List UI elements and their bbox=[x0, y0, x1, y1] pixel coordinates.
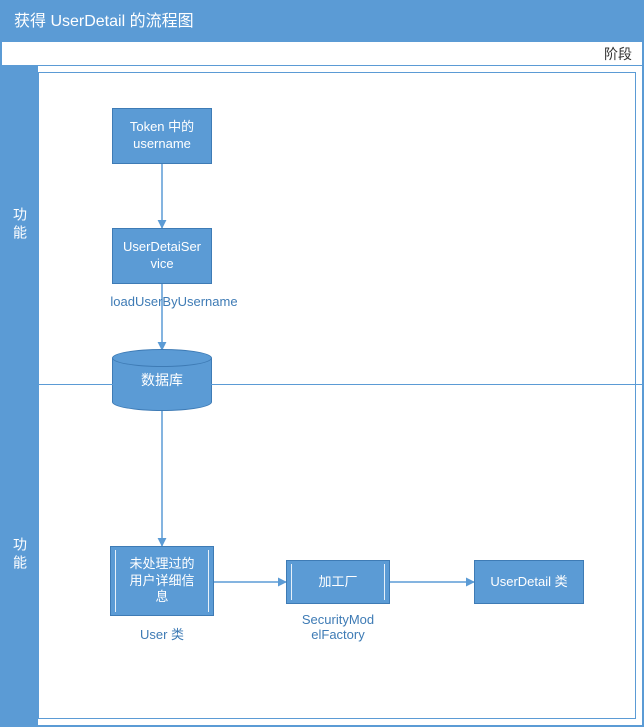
canvas: Token 中的 username UserDetaiSer vice 数据库未处理… bbox=[38, 66, 642, 725]
node-factory: 加工厂 bbox=[286, 560, 390, 604]
diagram-frame: 获得 UserDetail 的流程图 阶段 Token 中的 username U… bbox=[0, 0, 644, 727]
node-raw: 未处理过的 用户详细信 息 bbox=[110, 546, 214, 616]
node-userdetail: UserDetail 类 bbox=[474, 560, 584, 604]
title-bar: 获得 UserDetail 的流程图 bbox=[2, 2, 642, 42]
node-label: 数据库 bbox=[112, 370, 212, 390]
phase-label: 阶段 bbox=[604, 44, 632, 64]
node-db: 数据库 bbox=[112, 358, 212, 402]
swimlanes: Token 中的 username UserDetaiSer vice 数据库未处理… bbox=[2, 66, 642, 725]
phase-header: 阶段 bbox=[2, 42, 642, 66]
lane-separator bbox=[2, 384, 642, 385]
lane-label: 功能 bbox=[2, 66, 38, 384]
lane-label-text: 功能 bbox=[10, 207, 30, 243]
title-text: 获得 UserDetail 的流程图 bbox=[14, 13, 194, 30]
lane-label-text: 功能 bbox=[10, 537, 30, 573]
lane-label: 功能 bbox=[2, 384, 38, 725]
caption-uds: loadUserByUsername bbox=[94, 294, 254, 309]
caption-raw: User 类 bbox=[110, 624, 214, 643]
node-token: Token 中的 username bbox=[112, 108, 212, 164]
caption-factory: SecurityMod elFactory bbox=[286, 612, 390, 642]
node-uds: UserDetaiSer vice bbox=[112, 228, 212, 284]
